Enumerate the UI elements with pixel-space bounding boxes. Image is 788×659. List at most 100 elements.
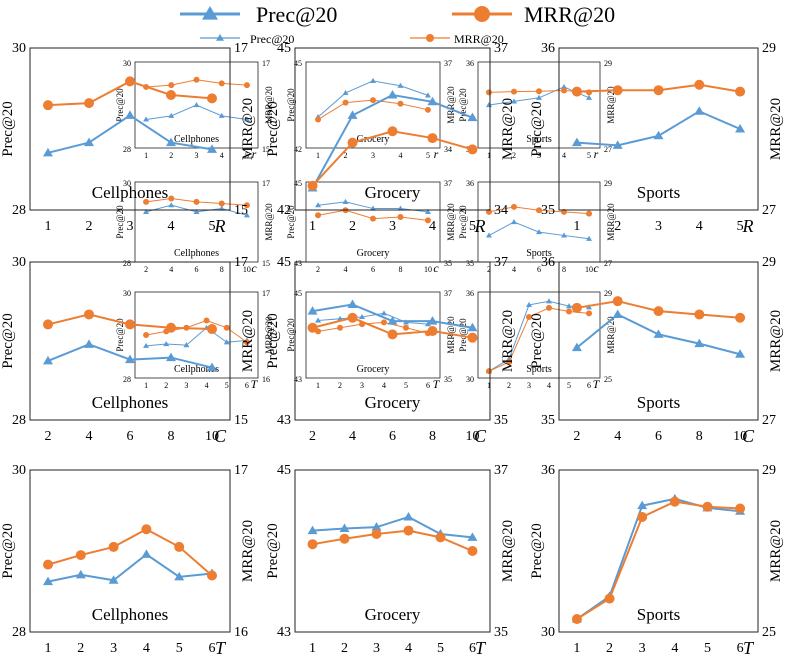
point-Prec@20-5 [424,321,431,327]
y-left-tick-bottom: 28 [12,413,26,428]
point-MRR@20-2 [370,97,376,104]
x-tick: 10 [585,265,593,274]
series-line-MRR@20 [488,307,590,372]
series-line-MRR@20 [576,500,741,620]
point-MRR@20-2 [387,126,398,137]
point-MRR@20-3 [546,304,553,311]
y-left-tick-bottom: 42 [277,203,291,218]
dataset-name: Grocery [365,393,421,412]
y-left-tick-top: 30 [12,463,26,478]
y-right-label: MRR@20 [446,203,456,241]
x-label: r [594,147,599,161]
x-tick: 6 [655,429,662,444]
x-tick: 2 [86,219,93,234]
point-Prec@20-5 [467,532,478,541]
point-Prec@20-1 [612,309,623,318]
series-line-Prec@20 [318,312,428,325]
x-tick: 1 [309,641,316,656]
point-MRR@20-3 [203,317,210,324]
point-MRR@20-2 [193,198,200,205]
y-left-label: Prec@20 [286,318,296,352]
point-Prec@20-0 [307,525,318,535]
y-left-tick-top: 30 [123,289,131,298]
point-Prec@20-2 [359,313,366,320]
x-tick: 2 [606,641,613,656]
y-left-tick-bottom: 43 [294,259,302,268]
y-left-tick-top: 36 [541,255,555,270]
y-left-label: Prec@20 [286,205,296,239]
y-left-tick-bottom: 35 [541,413,555,428]
y-left-label: Prec@20 [458,318,468,352]
y-left-label: Prec@20 [0,523,16,578]
point-Prec@20-3 [397,82,404,88]
x-tick: 4 [205,381,209,390]
y-right-tick-top: 29 [762,463,776,478]
point-Prec@20-4 [566,303,573,309]
point-MRR@20-3 [166,89,176,100]
point-Prec@20-2 [525,301,532,307]
x-tick: 5 [209,219,216,234]
x-tick: 2 [77,641,84,656]
dataset-name: Cellphones [92,183,169,202]
series-line-MRR@20 [145,320,248,343]
y-right-tick-top: 37 [494,463,508,478]
point-Prec@20-4 [243,116,250,122]
dataset-name: Grocery [365,183,421,202]
point-Prec@20-2 [108,575,119,584]
x-tick: 5 [404,381,408,390]
x-tick: 5 [426,151,430,160]
x-tick: 1 [45,641,52,656]
panel-frame [29,469,231,633]
point-Prec@20-3 [403,511,414,521]
series-line-MRR@20 [311,130,473,187]
y-right-label: MRR@20 [264,86,274,124]
point-Prec@20-4 [243,212,250,218]
point-MRR@20-3 [427,326,438,337]
x-tick: 6 [245,381,249,390]
dataset-name: Grocery [357,364,390,375]
point-MRR@20-3 [397,213,404,220]
y-left-label: Prec@20 [115,88,125,122]
series-line-Prec@20 [146,327,247,347]
x-tick: 4 [220,151,224,160]
dataset-name: Sports [526,134,552,145]
point-Prec@20-2 [183,342,190,348]
x-tick: 10 [733,429,747,444]
panel-frame [294,469,491,633]
y-left-tick-top: 30 [12,255,26,270]
point-MRR@20-1 [347,137,358,148]
y-left-tick-bottom: 28 [123,375,131,384]
x-tick: 4 [696,219,703,234]
x-tick: 2 [349,219,356,234]
point-Prec@20-4 [735,124,746,133]
x-tick: 3 [110,641,117,656]
point-Prec@20-2 [536,94,542,100]
dataset-name: Sports [637,183,680,202]
point-Prec@20-2 [387,316,398,325]
point-MRR@20-3 [561,87,568,94]
y-right-tick-bottom: 27 [762,413,776,428]
y-right-label: MRR@20 [500,98,516,160]
y-left-tick-top: 45 [277,41,291,56]
point-Prec@20-4 [207,362,217,372]
y-left-tick-top: 36 [466,289,474,298]
y-right-label: MRR@20 [606,316,616,354]
y-right-tick-bottom: 35 [494,625,508,640]
point-MRR@20-4 [402,324,409,331]
x-tick: 4 [405,641,412,656]
point-Prec@20-3 [380,310,387,316]
inset-legend-label-1: MRR@20 [454,32,504,46]
x-tick: 8 [429,429,436,444]
point-Prec@20-1 [347,110,358,119]
point-MRR@20-2 [125,76,135,87]
x-tick: 3 [373,641,380,656]
y-left-label: Prec@20 [458,205,468,239]
x-label: T [475,638,487,658]
x-tick: 4 [86,429,93,444]
panel-inset-cell-T: 30 28 17 16 Prec@20 MRR@20 1 2 3 4 5 6 T Cellphones [115,289,274,391]
point-MRR@20-0 [143,332,150,338]
